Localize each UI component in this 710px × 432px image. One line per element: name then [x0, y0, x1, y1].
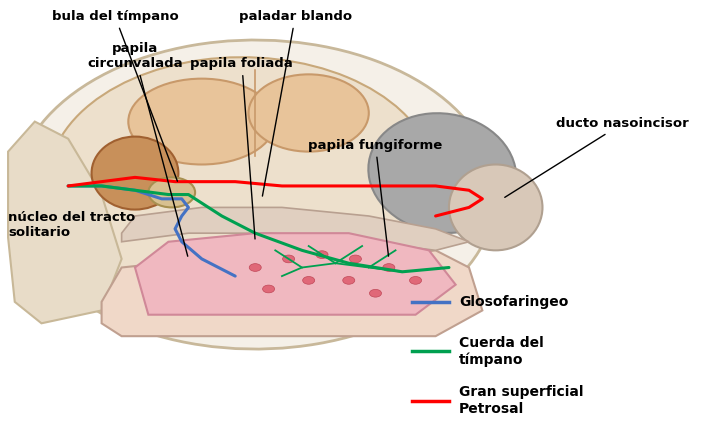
- Polygon shape: [135, 233, 456, 315]
- Circle shape: [349, 255, 361, 263]
- Circle shape: [302, 276, 315, 284]
- Text: Glosofaringeo: Glosofaringeo: [459, 295, 568, 309]
- Text: núcleo del tracto
solitario: núcleo del tracto solitario: [8, 210, 136, 238]
- Text: Cuerda del
tímpano: Cuerda del tímpano: [459, 336, 544, 367]
- Text: bula del tímpano: bula del tímpano: [52, 10, 178, 181]
- Circle shape: [283, 255, 295, 263]
- Text: Gran superficial
Petrosal: Gran superficial Petrosal: [459, 385, 584, 416]
- Polygon shape: [121, 207, 469, 250]
- Text: papila fungiforme: papila fungiforme: [308, 139, 442, 256]
- Text: papila
circunvalada: papila circunvalada: [87, 42, 187, 256]
- Text: ducto nasoincisor: ducto nasoincisor: [505, 117, 689, 197]
- Circle shape: [343, 276, 355, 284]
- Circle shape: [383, 264, 395, 271]
- Polygon shape: [102, 250, 482, 336]
- Circle shape: [249, 264, 261, 271]
- Ellipse shape: [92, 137, 178, 210]
- Ellipse shape: [449, 165, 542, 250]
- Ellipse shape: [129, 79, 275, 165]
- Ellipse shape: [148, 178, 195, 207]
- Text: paladar blando: paladar blando: [239, 10, 352, 196]
- Ellipse shape: [48, 57, 436, 306]
- Circle shape: [410, 276, 422, 284]
- Circle shape: [316, 251, 328, 258]
- Ellipse shape: [15, 40, 496, 349]
- Circle shape: [369, 289, 381, 297]
- Polygon shape: [8, 121, 121, 323]
- Ellipse shape: [368, 113, 516, 233]
- Ellipse shape: [248, 74, 368, 152]
- Circle shape: [263, 285, 275, 293]
- Text: papila foliada: papila foliada: [190, 57, 293, 239]
